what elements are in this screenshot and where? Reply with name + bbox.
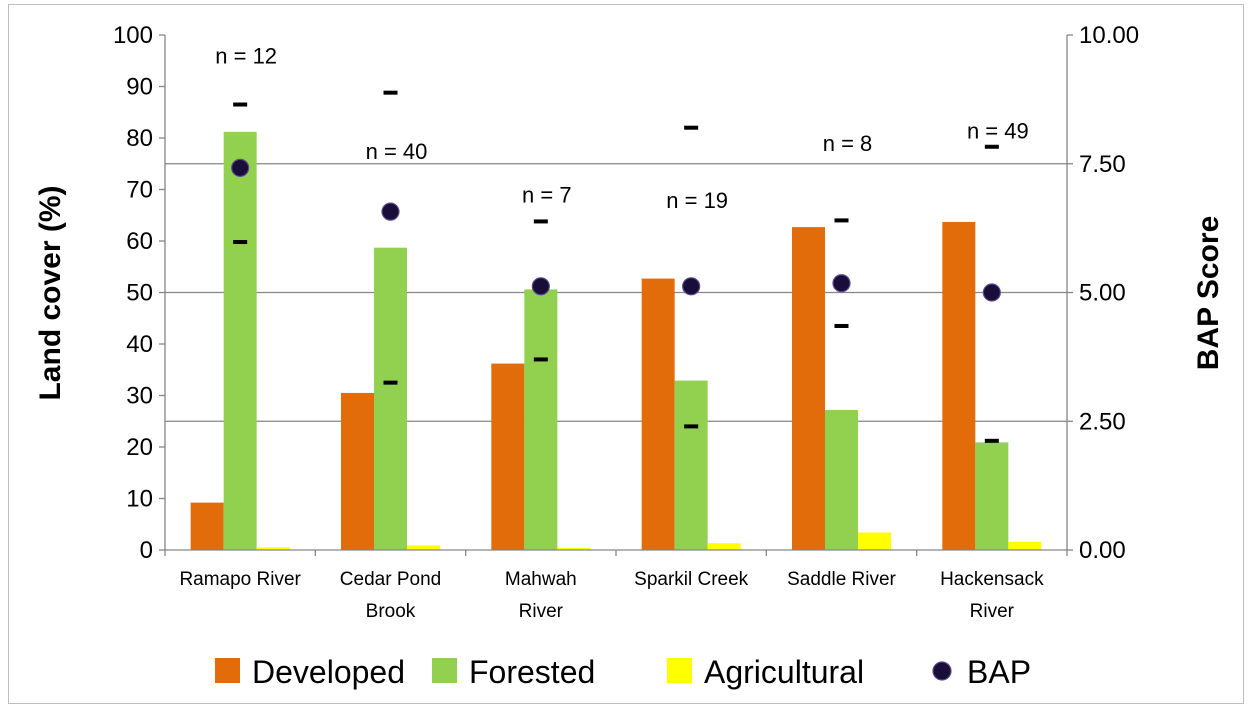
bar-developed-5 <box>942 221 976 550</box>
bap-point-4 <box>832 274 851 293</box>
n-label-3: n = 19 <box>666 188 728 213</box>
legend-label-bap: BAP <box>967 654 1031 690</box>
y-tick-label-8: 80 <box>126 125 153 152</box>
bap-upper-marker-5 <box>984 144 999 149</box>
bap-lower-marker-5 <box>984 438 999 443</box>
y-tick-label-0: 0 <box>140 537 153 564</box>
bap-series <box>231 90 1001 443</box>
legend-swatch-agricultural <box>667 658 692 683</box>
bar-agricultural-5 <box>1008 541 1042 550</box>
legend-label-agricultural: Agricultural <box>704 654 864 690</box>
bar-developed-0 <box>190 502 224 550</box>
n-label-5: n = 49 <box>967 118 1029 143</box>
legend-label-developed: Developed <box>252 654 405 690</box>
legend: Developed Forested Agricultural BAP <box>215 654 1031 690</box>
y-tick-label-9: 90 <box>126 74 153 101</box>
y-tick-label-10: 100 <box>113 22 153 49</box>
y2-tick-label-0: 0.00 <box>1079 537 1126 564</box>
y-axis-ticks: 0 10 20 30 40 50 60 70 80 90 100 <box>113 22 165 564</box>
y-tick-label-7: 70 <box>126 177 153 204</box>
bap-point-0 <box>231 158 250 177</box>
y-tick-label-1: 10 <box>126 486 153 513</box>
y2-axis-ticks: 0.00 2.50 5.00 7.50 10.00 <box>1067 22 1139 564</box>
y2-tick-label-3: 7.50 <box>1079 151 1126 178</box>
x-axis-categories: Ramapo River Cedar Pond Brook Mahwah River Sp… <box>179 569 1044 622</box>
bar-agricultural-1 <box>407 545 440 550</box>
bar-agricultural-0 <box>256 547 290 550</box>
bap-upper-marker-0 <box>233 102 248 107</box>
legend-swatch-forested <box>432 658 457 683</box>
bar-forested-1 <box>374 247 407 550</box>
legend-label-forested: Forested <box>469 654 595 690</box>
y-tick-label-4: 40 <box>126 331 153 358</box>
bar-agricultural-4 <box>858 532 891 550</box>
bars <box>190 131 1042 550</box>
bar-agricultural-3 <box>707 543 741 550</box>
bar-forested-4 <box>825 409 858 550</box>
y-tick-label-5: 50 <box>126 280 153 307</box>
y2-axis-title: BAP Score <box>1192 216 1225 371</box>
bar-developed-2 <box>491 363 525 550</box>
bar-forested-3 <box>674 380 708 550</box>
bar-agricultural-2 <box>557 547 591 550</box>
bap-upper-marker-1 <box>383 90 398 95</box>
bap-lower-marker-0 <box>233 240 248 245</box>
bap-point-1 <box>381 202 400 221</box>
x-category-label-4: Saddle River <box>787 569 896 590</box>
bar-forested-0 <box>223 131 257 550</box>
y-tick-label-6: 60 <box>126 228 153 255</box>
gridlines <box>165 163 1067 422</box>
n-label-0: n = 12 <box>215 44 277 69</box>
x-category-label-3: Sparkil Creek <box>634 569 749 590</box>
bar-developed-3 <box>641 278 675 550</box>
bap-lower-marker-4 <box>834 323 849 328</box>
x-category-label-1: Cedar Pond Brook <box>340 569 441 622</box>
bap-upper-marker-2 <box>533 219 548 224</box>
legend-swatch-developed <box>215 658 240 683</box>
bap-lower-marker-1 <box>383 380 398 385</box>
y2-tick-label-1: 2.50 <box>1079 408 1126 435</box>
y-tick-label-2: 20 <box>126 434 153 461</box>
bar-forested-2 <box>524 289 558 550</box>
y-tick-label-3: 30 <box>126 383 153 410</box>
y-axis-title: Land cover (%) <box>34 185 67 400</box>
bap-lower-marker-2 <box>533 357 548 362</box>
y2-tick-label-4: 10.00 <box>1079 22 1139 49</box>
bap-point-2 <box>531 277 550 296</box>
legend-swatch-bap <box>932 661 952 681</box>
sample-size-labels: n = 12 n = 40 n = 7 n = 19 n = 8 n = 49 <box>215 44 1028 213</box>
y2-tick-label-2: 5.00 <box>1079 280 1126 307</box>
bap-upper-marker-4 <box>834 218 849 223</box>
bap-lower-marker-3 <box>684 424 699 429</box>
bap-point-3 <box>682 277 701 296</box>
chart-frame <box>8 4 1244 704</box>
n-label-1: n = 40 <box>366 139 428 164</box>
x-category-label-2: Mahwah River <box>505 569 577 622</box>
axes <box>164 35 1068 556</box>
bar-developed-1 <box>341 392 374 550</box>
n-label-2: n = 7 <box>522 183 572 208</box>
n-label-4: n = 8 <box>823 131 873 156</box>
x-category-label-0: Ramapo River <box>179 569 301 590</box>
bar-developed-4 <box>792 227 825 550</box>
bap-point-5 <box>982 283 1001 302</box>
bap-upper-marker-3 <box>684 125 699 130</box>
bar-forested-5 <box>975 442 1009 550</box>
x-category-label-5: Hackensack River <box>940 569 1044 622</box>
